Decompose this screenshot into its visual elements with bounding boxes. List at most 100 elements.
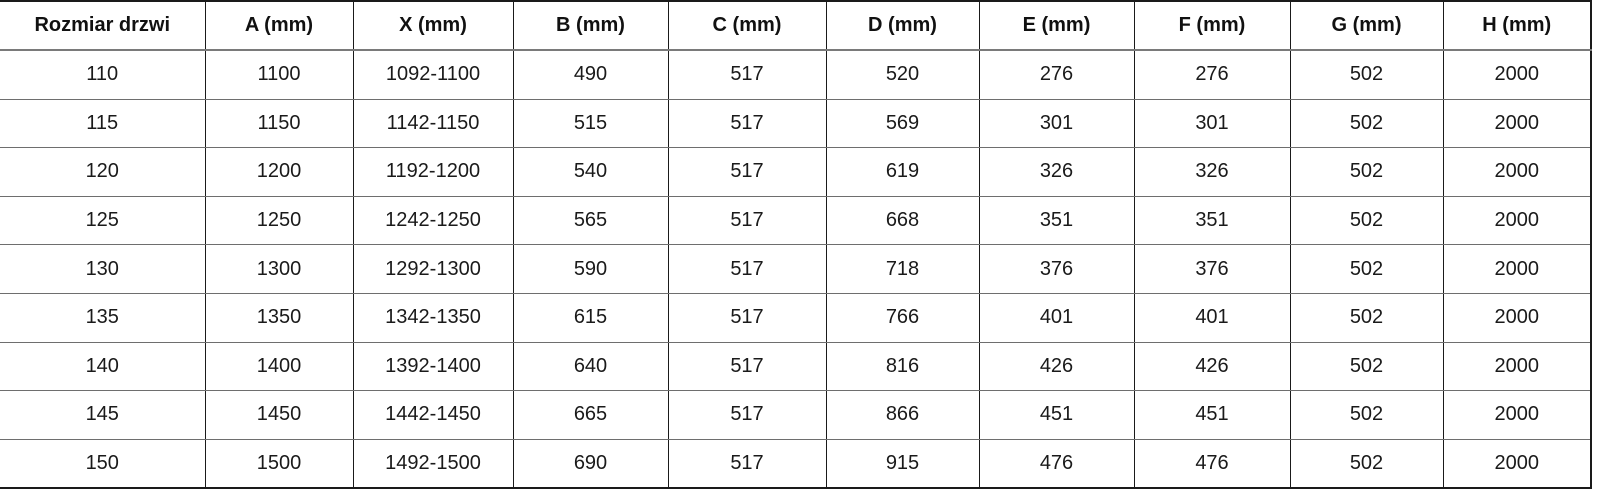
cell-e: 351	[979, 196, 1135, 246]
cell-d: 569	[826, 99, 980, 149]
column-header-a: A (mm)	[205, 1, 354, 51]
cell-d: 816	[826, 342, 980, 392]
table-body: 110 1100 1092-1100 490 517 520 276 276 502 2000 11…	[0, 50, 1591, 489]
cell-h: 2000	[1443, 293, 1591, 343]
cell-a: 1250	[205, 196, 354, 246]
cell-e: 451	[979, 390, 1135, 440]
column-header-size: Rozmiar drzwi	[0, 1, 206, 51]
cell-size: 125	[0, 196, 206, 246]
cell-d: 520	[826, 50, 980, 100]
cell-f: 351	[1134, 196, 1291, 246]
cell-c: 517	[668, 244, 827, 294]
cell-f: 401	[1134, 293, 1291, 343]
cell-h: 2000	[1443, 244, 1591, 294]
cell-f: 451	[1134, 390, 1291, 440]
cell-f: 476	[1134, 439, 1291, 489]
cell-size: 130	[0, 244, 206, 294]
cell-d: 766	[826, 293, 980, 343]
cell-a: 1500	[205, 439, 354, 489]
cell-b: 490	[513, 50, 669, 100]
cell-size: 115	[0, 99, 206, 149]
cell-b: 615	[513, 293, 669, 343]
cell-g: 502	[1290, 390, 1444, 440]
cell-h: 2000	[1443, 342, 1591, 392]
cell-b: 565	[513, 196, 669, 246]
cell-h: 2000	[1443, 147, 1591, 197]
cell-g: 502	[1290, 293, 1444, 343]
cell-c: 517	[668, 439, 827, 489]
column-header-d: D (mm)	[826, 1, 980, 51]
cell-f: 301	[1134, 99, 1291, 149]
cell-c: 517	[668, 99, 827, 149]
cell-h: 2000	[1443, 99, 1591, 149]
cell-d: 619	[826, 147, 980, 197]
cell-c: 517	[668, 196, 827, 246]
cell-a: 1300	[205, 244, 354, 294]
cell-size: 145	[0, 390, 206, 440]
cell-b: 690	[513, 439, 669, 489]
cell-a: 1350	[205, 293, 354, 343]
cell-g: 502	[1290, 147, 1444, 197]
column-header-h: H (mm)	[1443, 1, 1591, 51]
cell-h: 2000	[1443, 50, 1591, 100]
cell-b: 540	[513, 147, 669, 197]
cell-g: 502	[1290, 99, 1444, 149]
cell-x: 1292-1300	[353, 244, 514, 294]
cell-c: 517	[668, 147, 827, 197]
cell-h: 2000	[1443, 439, 1591, 489]
cell-b: 590	[513, 244, 669, 294]
cell-c: 517	[668, 293, 827, 343]
cell-f: 376	[1134, 244, 1291, 294]
table-header-row: Rozmiar drzwi A (mm) X (mm) B (mm) C (mm…	[0, 1, 1591, 51]
column-header-g: G (mm)	[1290, 1, 1444, 51]
cell-e: 301	[979, 99, 1135, 149]
cell-e: 276	[979, 50, 1135, 100]
cell-h: 2000	[1443, 196, 1591, 246]
table-row: 115 1150 1142-1150 515 517 569 301 301 502 2000	[0, 99, 1591, 149]
column-header-c: C (mm)	[668, 1, 827, 51]
cell-c: 517	[668, 390, 827, 440]
cell-size: 120	[0, 147, 206, 197]
cell-x: 1442-1450	[353, 390, 514, 440]
table-header: Rozmiar drzwi A (mm) X (mm) B (mm) C (mm…	[0, 1, 1591, 51]
cell-d: 866	[826, 390, 980, 440]
cell-b: 640	[513, 342, 669, 392]
cell-a: 1400	[205, 342, 354, 392]
column-header-x: X (mm)	[353, 1, 514, 51]
cell-e: 476	[979, 439, 1135, 489]
cell-size: 110	[0, 50, 206, 100]
cell-d: 915	[826, 439, 980, 489]
cell-x: 1392-1400	[353, 342, 514, 392]
cell-size: 140	[0, 342, 206, 392]
cell-x: 1342-1350	[353, 293, 514, 343]
cell-a: 1450	[205, 390, 354, 440]
table-row: 125 1250 1242-1250 565 517 668 351 351 502 2000	[0, 196, 1591, 246]
cell-h: 2000	[1443, 390, 1591, 440]
cell-a: 1200	[205, 147, 354, 197]
column-header-b: B (mm)	[513, 1, 669, 51]
cell-size: 150	[0, 439, 206, 489]
cell-size: 135	[0, 293, 206, 343]
table-row: 110 1100 1092-1100 490 517 520 276 276 502 2000	[0, 50, 1591, 100]
table-row: 150 1500 1492-1500 690 517 915 476 476 502 2000	[0, 439, 1591, 489]
cell-g: 502	[1290, 342, 1444, 392]
cell-e: 401	[979, 293, 1135, 343]
cell-b: 515	[513, 99, 669, 149]
cell-x: 1242-1250	[353, 196, 514, 246]
cell-f: 426	[1134, 342, 1291, 392]
cell-a: 1150	[205, 99, 354, 149]
cell-c: 517	[668, 50, 827, 100]
cell-d: 718	[826, 244, 980, 294]
table-row: 130 1300 1292-1300 590 517 718 376 376 502 2000	[0, 244, 1591, 294]
cell-d: 668	[826, 196, 980, 246]
table-row: 145 1450 1442-1450 665 517 866 451 451 502 2000	[0, 390, 1591, 440]
table-row: 135 1350 1342-1350 615 517 766 401 401 502 2000	[0, 293, 1591, 343]
cell-g: 502	[1290, 244, 1444, 294]
cell-g: 502	[1290, 50, 1444, 100]
column-header-e: E (mm)	[979, 1, 1135, 51]
cell-c: 517	[668, 342, 827, 392]
cell-e: 376	[979, 244, 1135, 294]
cell-g: 502	[1290, 196, 1444, 246]
